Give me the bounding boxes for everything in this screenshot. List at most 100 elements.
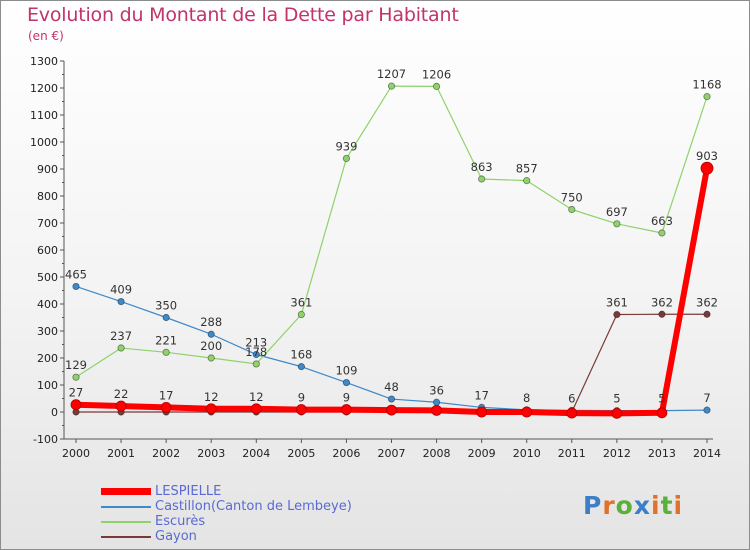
legend-item: Gayon — [101, 529, 352, 544]
data-label: 48 — [384, 380, 399, 394]
legend-label: Gayon — [155, 529, 197, 544]
data-point — [432, 398, 441, 406]
data-point — [72, 282, 80, 291]
data-label: 361 — [606, 296, 628, 310]
y-tick-label: 700 — [37, 217, 58, 230]
data-point — [387, 82, 396, 90]
data-label: 17 — [159, 388, 174, 402]
data-label: 109 — [335, 364, 357, 378]
legend-swatch — [101, 535, 151, 538]
y-tick-label: 100 — [37, 379, 58, 392]
data-point — [162, 348, 170, 356]
legend-item: Castillon(Canton de Lembeye) — [101, 499, 352, 514]
y-tick-label: 800 — [37, 190, 58, 203]
data-label: 7 — [703, 391, 710, 405]
y-tick-label: 1000 — [30, 136, 58, 149]
data-label: 362 — [696, 295, 718, 309]
x-tick-label: 2008 — [423, 447, 451, 460]
x-tick-label: 2002 — [152, 447, 180, 460]
data-point — [703, 310, 711, 318]
data-point — [295, 404, 307, 415]
data-point — [341, 404, 352, 415]
data-point — [476, 406, 488, 418]
x-tick-label: 2006 — [332, 447, 360, 460]
legend-swatch — [101, 488, 151, 495]
data-point — [250, 403, 262, 415]
data-label: 350 — [155, 299, 177, 313]
data-label: 1168 — [692, 78, 721, 92]
logo-letter: x — [633, 491, 651, 520]
x-tick-label: 2010 — [513, 447, 541, 460]
y-tick-label: 400 — [37, 298, 58, 311]
chart-subtitle: (en €) — [28, 29, 64, 43]
data-point — [613, 220, 621, 228]
data-point — [162, 313, 170, 322]
data-point — [703, 406, 711, 414]
data-point — [478, 175, 486, 183]
y-tick-label: 900 — [37, 163, 58, 176]
y-tick-label: 1300 — [30, 55, 58, 68]
data-point — [568, 205, 576, 214]
data-point — [160, 402, 172, 413]
data-point — [117, 297, 125, 306]
data-point — [703, 93, 711, 101]
data-label: 903 — [696, 149, 718, 163]
data-point — [70, 399, 82, 411]
data-label: 1206 — [422, 67, 451, 81]
data-label: 12 — [204, 390, 219, 404]
y-tick-label: -100 — [33, 433, 58, 446]
data-label: 200 — [200, 339, 222, 353]
logo-letter: i — [673, 491, 684, 520]
data-label: 288 — [200, 315, 222, 329]
data-label: 213 — [245, 335, 267, 349]
y-tick-label: 300 — [37, 325, 58, 338]
data-label: 750 — [561, 191, 583, 205]
data-label: 12 — [249, 390, 264, 404]
data-point — [611, 407, 623, 419]
y-tick-label: 500 — [37, 271, 58, 284]
data-point — [658, 310, 666, 318]
y-tick-label: 0 — [51, 406, 58, 419]
x-tick-label: 2014 — [693, 447, 721, 460]
data-point — [252, 350, 260, 359]
data-label: 237 — [110, 329, 132, 343]
data-point — [386, 404, 397, 416]
data-point — [432, 82, 441, 90]
data-label: 5 — [658, 392, 665, 406]
data-label: 36 — [429, 383, 444, 397]
legend-label: LESPIELLE — [155, 484, 222, 499]
data-point — [297, 363, 305, 371]
y-tick-label: 600 — [37, 244, 58, 257]
data-point — [342, 154, 351, 163]
data-point — [205, 403, 217, 415]
data-label: 857 — [516, 162, 538, 176]
x-tick-label: 2001 — [107, 447, 135, 460]
logo-letter: i — [651, 491, 661, 520]
data-label: 1207 — [377, 67, 406, 81]
legend-label: Castillon(Canton de Lembeye) — [155, 499, 352, 514]
x-tick-label: 2000 — [62, 447, 90, 460]
data-label: 5 — [613, 392, 620, 406]
proxiti-logo[interactable]: Proxiti — [583, 491, 683, 520]
data-label: 8 — [523, 391, 530, 405]
data-label: 6 — [568, 391, 575, 405]
x-tick-label: 2012 — [603, 447, 631, 460]
data-point — [521, 406, 533, 418]
data-label: 178 — [245, 345, 267, 359]
data-point — [297, 310, 305, 319]
chart-title: Evolution du Montant de la Dette par Hab… — [27, 4, 459, 26]
data-label: 409 — [110, 283, 132, 297]
x-tick-label: 2011 — [558, 447, 586, 460]
legend-label: Escurès — [155, 514, 206, 529]
data-point — [252, 360, 260, 368]
data-label: 9 — [343, 391, 350, 405]
data-label: 27 — [69, 386, 84, 400]
logo-letter: P — [583, 491, 603, 520]
logo-letter: r — [602, 491, 616, 520]
data-label: 129 — [65, 358, 87, 372]
legend-item: Escurès — [101, 514, 352, 529]
legend-swatch — [101, 520, 151, 523]
data-point — [656, 407, 668, 419]
data-point — [117, 344, 125, 352]
